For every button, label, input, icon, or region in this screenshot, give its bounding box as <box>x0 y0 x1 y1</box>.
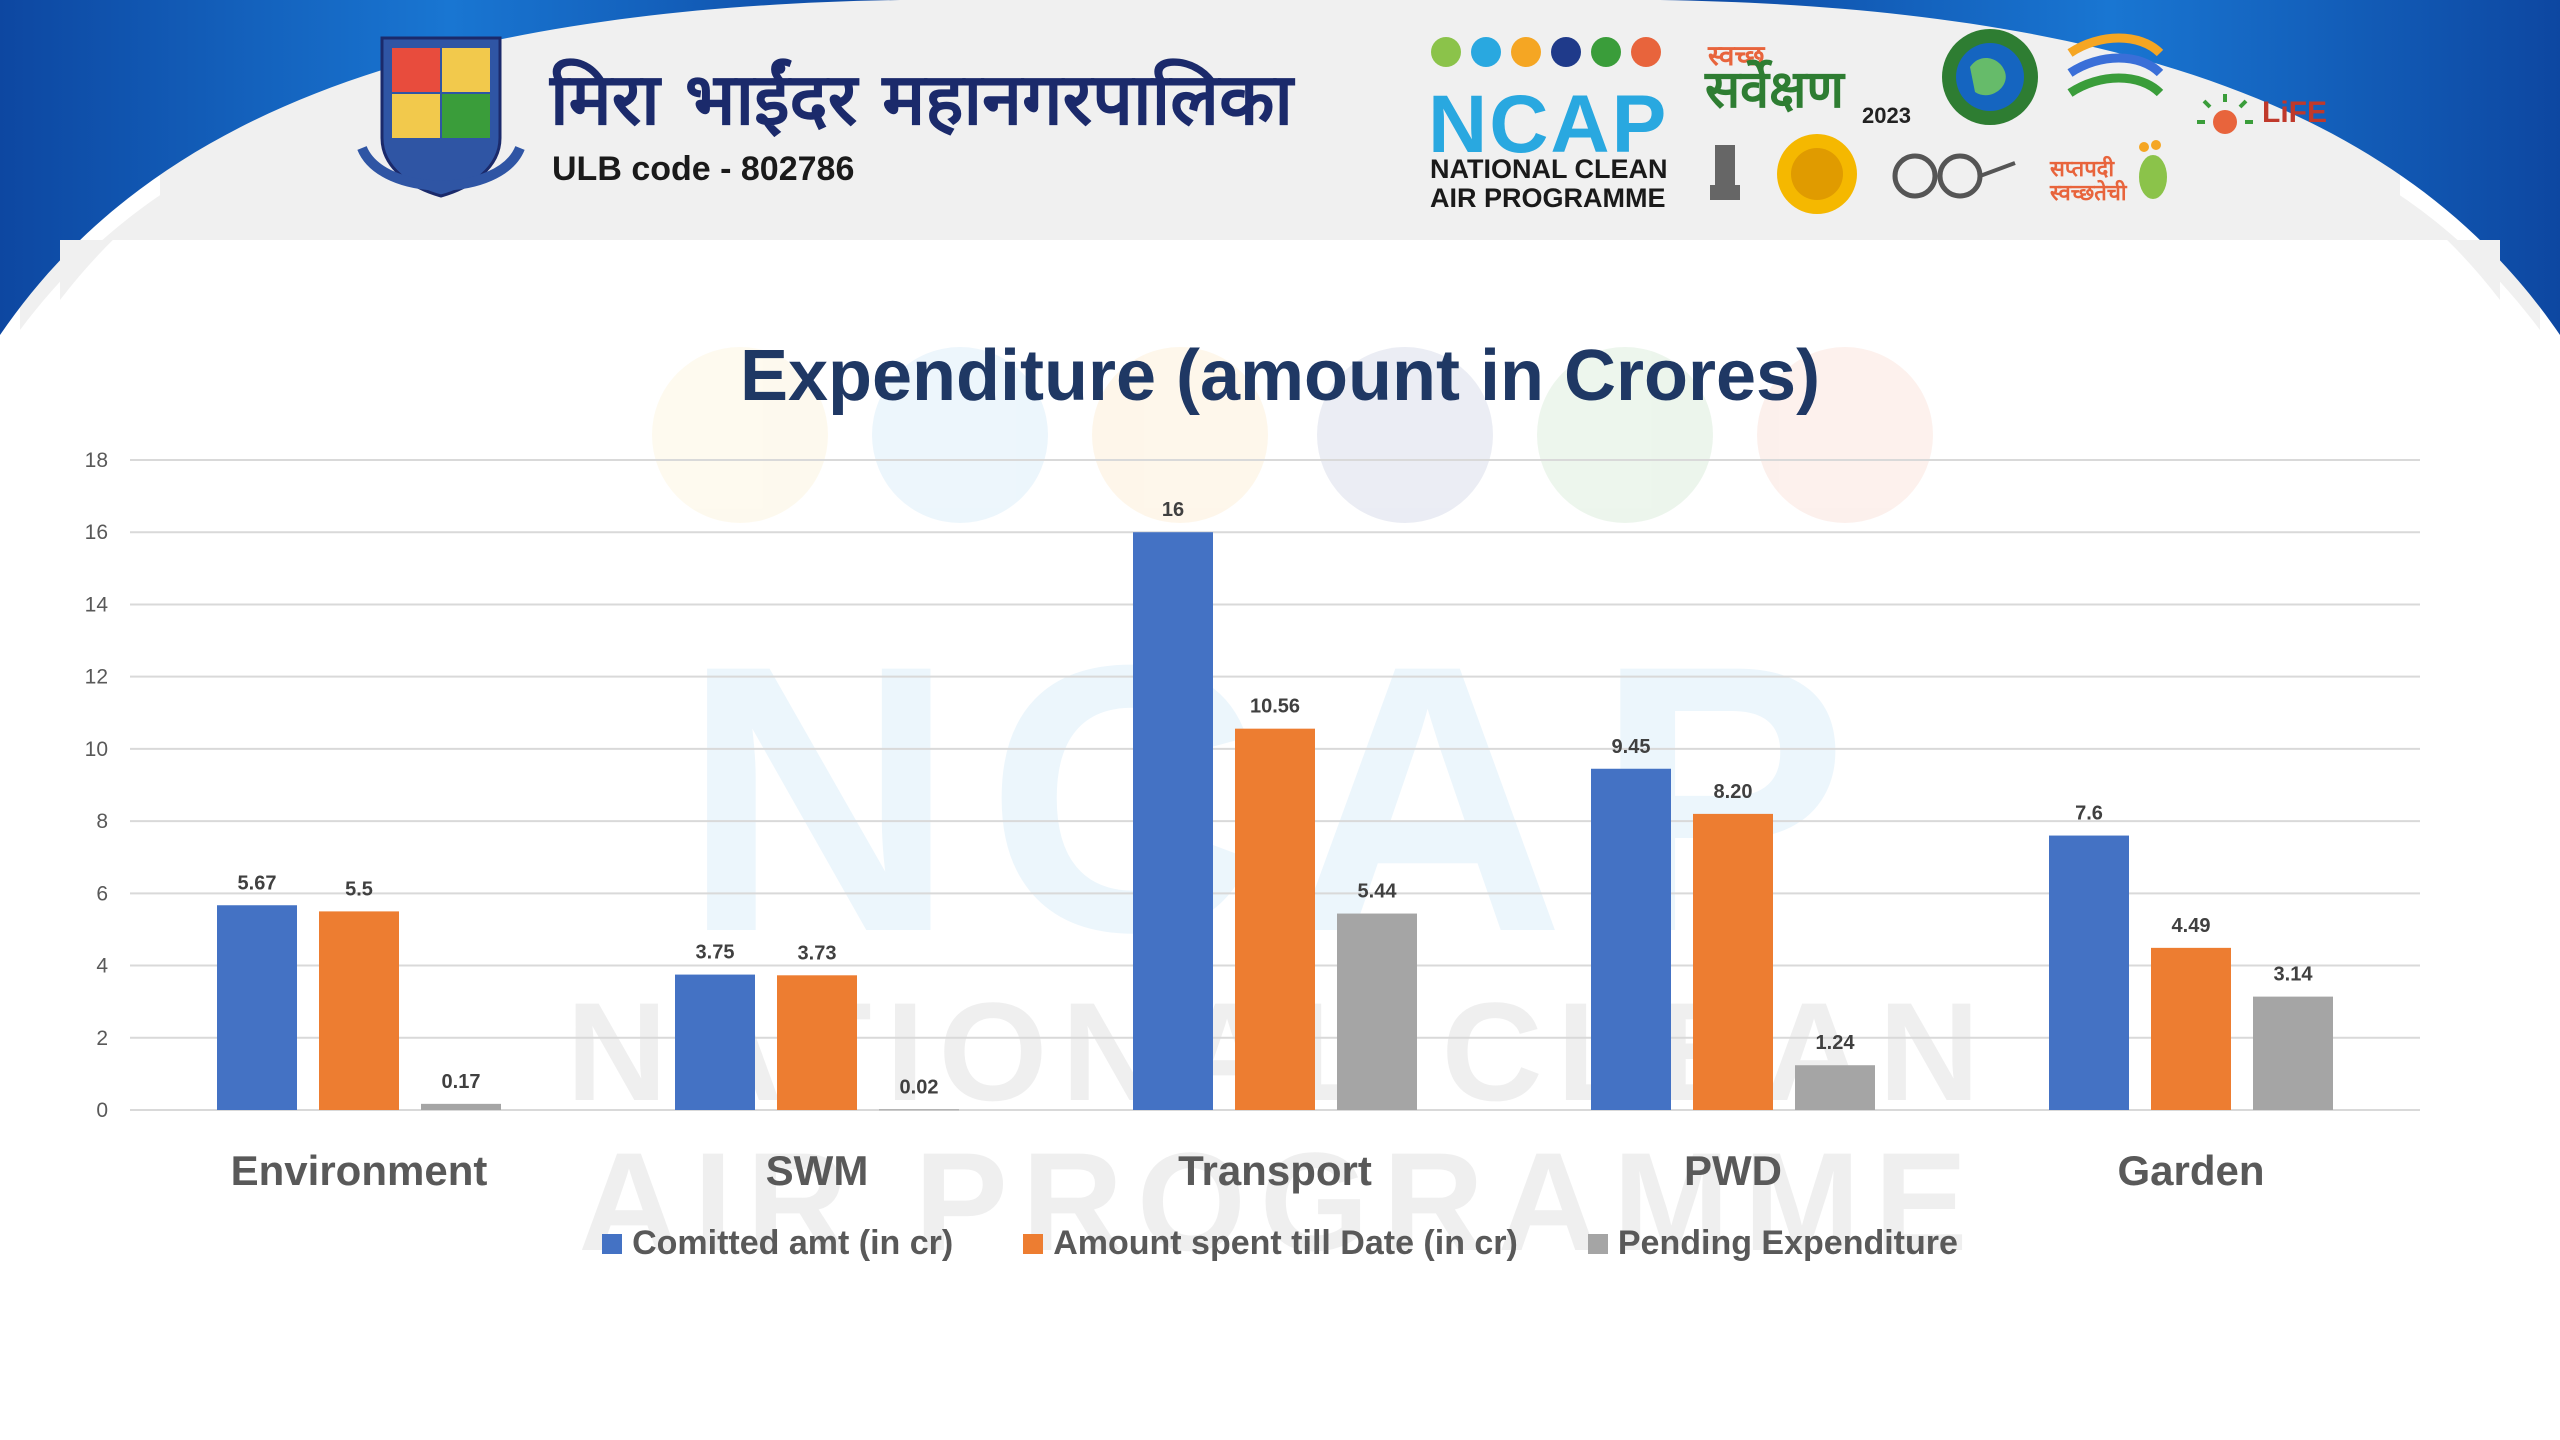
bar-environment-series-1 <box>319 911 399 1110</box>
data-label: 4.49 <box>2172 915 2211 937</box>
bar-transport-series-0 <box>1133 532 1213 1110</box>
y-tick-label: 0 <box>96 1099 108 1122</box>
life-sun-icon <box>2197 94 2253 134</box>
legend-label-spent: Amount spent till Date (in cr) <box>1053 1224 1518 1262</box>
legend-swatch-spent <box>1023 1233 1044 1254</box>
chart-title: Expenditure (amount in Crores) <box>739 336 1821 416</box>
swachh-survekshan-logo: सर्वेक्षण <box>1705 60 1844 120</box>
x-category-label: PWD <box>1684 1147 1782 1194</box>
y-tick-label: 2 <box>96 1027 108 1050</box>
data-label: 5.67 <box>238 872 277 894</box>
y-tick-label: 14 <box>85 593 109 616</box>
data-label: 9.45 <box>1612 736 1651 758</box>
bar-swm-series-0 <box>675 974 755 1110</box>
y-tick-label: 10 <box>85 738 108 761</box>
legend-item-spent: Amount spent till Date (in cr) <box>1023 1224 1518 1263</box>
ncap-icons <box>1431 37 1661 67</box>
swachh-year: 2023 <box>1862 103 1911 128</box>
bar-pwd-series-2 <box>1795 1065 1875 1110</box>
legend-item-committed: Comitted amt (in cr) <box>602 1224 953 1263</box>
bar-pwd-series-0 <box>1591 768 1671 1110</box>
footprint-icon <box>2139 140 2167 199</box>
chart-legend: Comitted amt (in cr) Amount spent till D… <box>0 1224 2560 1263</box>
maharashtra-seal-icon <box>1777 134 1857 214</box>
data-label: 8.20 <box>1714 781 1753 803</box>
ashoka-emblem-icon <box>1710 145 1740 200</box>
swachh-small-text: स्वच्छ <box>1708 39 1765 72</box>
svg-text:AIR PROGRAMME: AIR PROGRAMME <box>578 1123 1981 1280</box>
x-category-label: Environment <box>231 1147 488 1194</box>
y-tick-label: 4 <box>96 955 108 978</box>
data-label: 3.75 <box>696 942 735 964</box>
data-label: 10.56 <box>1250 696 1300 718</box>
legend-swatch-pending <box>1587 1233 1608 1254</box>
bar-transport-series-2 <box>1337 913 1417 1110</box>
data-label: 7.6 <box>2075 803 2103 825</box>
legend-swatch-committed <box>602 1233 623 1254</box>
data-label: 16 <box>1162 499 1184 521</box>
bar-pwd-series-1 <box>1693 813 1773 1110</box>
y-tick-label: 12 <box>85 666 108 689</box>
ncap-logo-text: NCAP <box>1428 79 1669 170</box>
x-category-label: Garden <box>2117 1147 2264 1194</box>
legend-item-pending: Pending Expenditure <box>1587 1224 1958 1263</box>
x-category-label: SWM <box>766 1147 869 1194</box>
bar-garden-series-1 <box>2151 947 2231 1110</box>
bar-garden-series-2 <box>2253 996 2333 1110</box>
corporation-emblem <box>357 36 525 198</box>
data-label: 0.17 <box>442 1071 481 1093</box>
bar-garden-series-0 <box>2049 835 2129 1110</box>
data-label: 3.14 <box>2274 964 2314 986</box>
data-label: 1.24 <box>1816 1032 1856 1054</box>
bar-swm-series-2 <box>879 1109 959 1111</box>
legend-label-committed: Comitted amt (in cr) <box>632 1224 954 1262</box>
data-label: 0.02 <box>900 1076 939 1098</box>
ulb-code: ULB code - 802786 <box>552 150 855 188</box>
bar-environment-series-2 <box>421 1103 501 1110</box>
data-label: 3.73 <box>798 942 837 964</box>
y-tick-label: 6 <box>96 882 108 905</box>
data-label: 5.44 <box>1358 881 1398 903</box>
swachh-glasses-icon <box>1892 153 2016 199</box>
globe-logo-icon <box>1942 29 2038 125</box>
x-category-label: Transport <box>1178 1147 1372 1194</box>
saptapadi-logo: सप्तपदी स्वच्छतेची <box>2050 157 2127 206</box>
y-tick-label: 16 <box>85 521 108 544</box>
ncap-logo-subtitle: NATIONAL CLEAN AIR PROGRAMME <box>1430 154 1668 213</box>
swachh-bharat-icon <box>2067 33 2164 97</box>
y-tick-label: 8 <box>96 810 108 833</box>
life-logo-text: LiFE <box>2262 96 2327 129</box>
y-tick-label: 18 <box>85 449 108 472</box>
bar-environment-series-0 <box>217 905 297 1110</box>
legend-label-pending: Pending Expenditure <box>1617 1224 1958 1262</box>
corporation-name: मिरा भाईंदर महानगरपालिका <box>550 57 1294 141</box>
bar-swm-series-1 <box>777 975 857 1110</box>
bar-transport-series-1 <box>1235 728 1315 1110</box>
data-label: 5.5 <box>345 878 373 900</box>
